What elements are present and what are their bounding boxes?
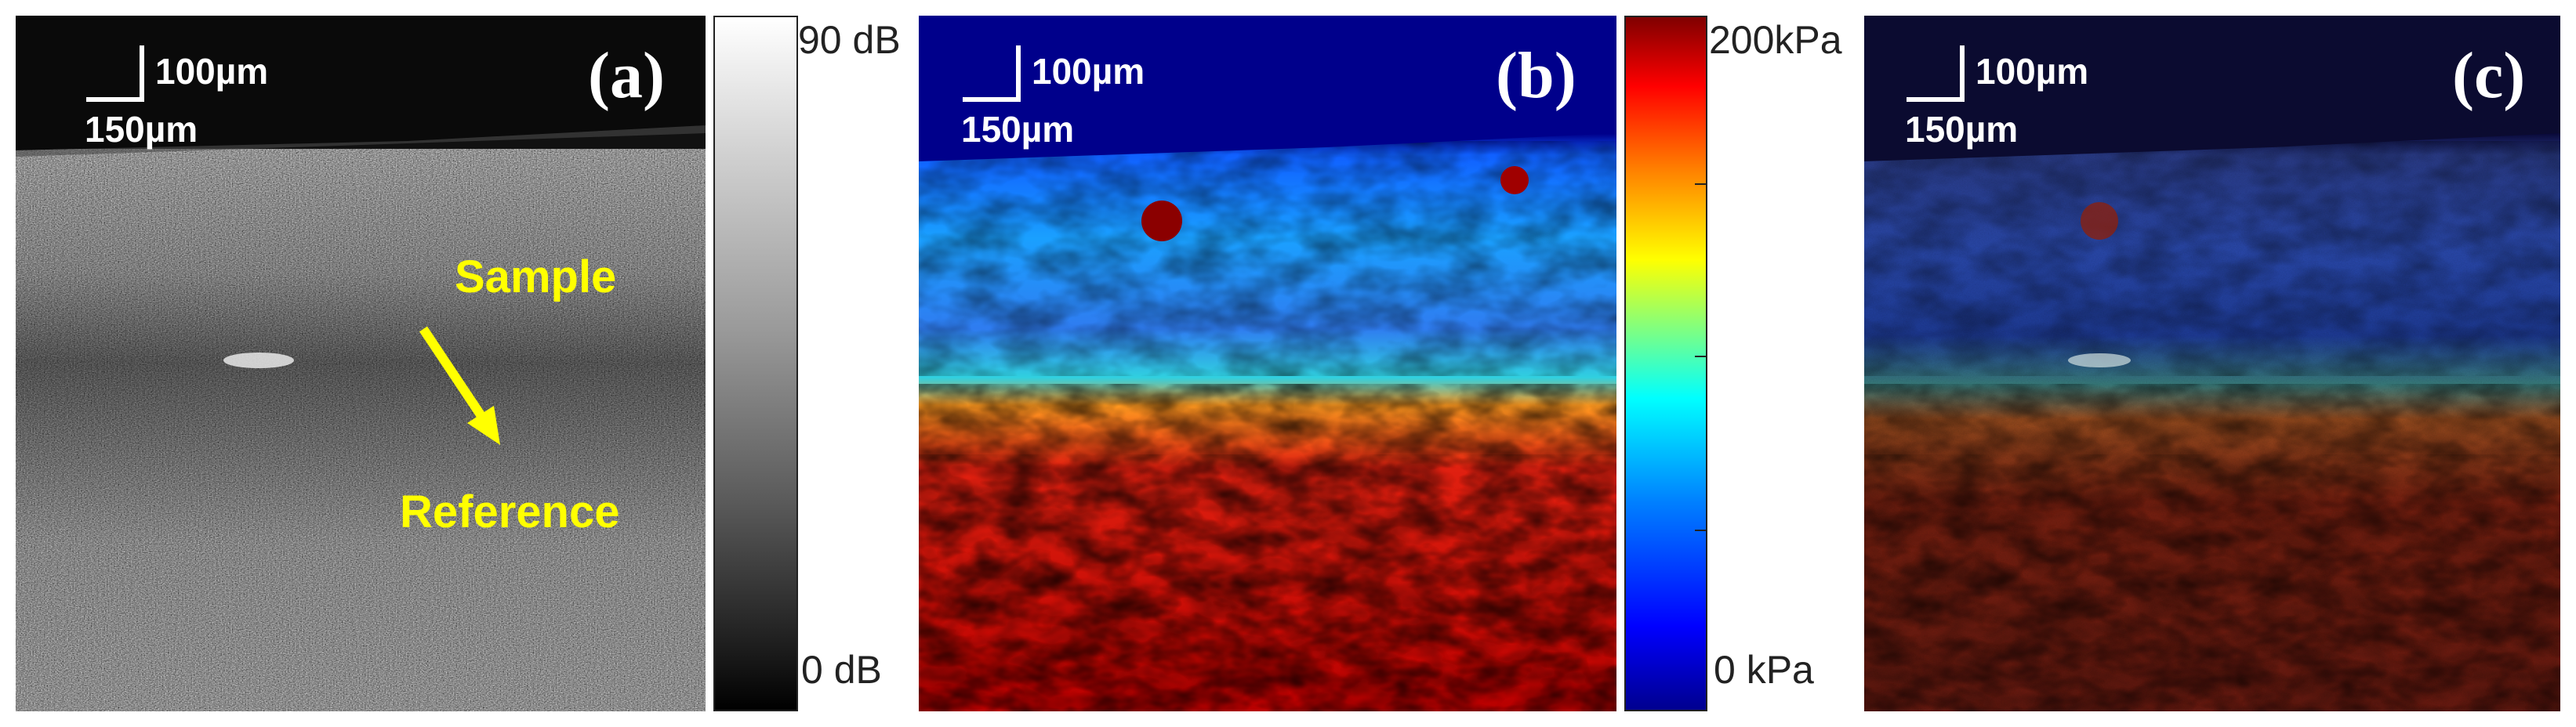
arrow-icon (419, 326, 500, 445)
jet-colorbar-tick (1695, 356, 1706, 357)
panel-b-elastogram: 100µm 150µm (b) (919, 16, 1616, 711)
scalebar-vertical-label: 100µm (155, 51, 269, 92)
scalebar-horizontal-label: 150µm (1905, 109, 2019, 150)
annotation-reference: Reference (400, 486, 620, 537)
jet-colorbar-tick (1695, 530, 1706, 531)
jet-colorbar (1624, 16, 1707, 711)
panel-label: (c) (2452, 39, 2526, 112)
grayscale-colorbar-min-label: 0 dB (801, 648, 882, 692)
grayscale-colorbar-max-label: 90 dB (798, 18, 901, 62)
grayscale-colorbar (713, 16, 798, 711)
panel-c-overlay-image: 100µm 150µm (c) (1864, 16, 2560, 711)
scalebar-vertical-line (1960, 45, 1965, 102)
annotation-sample: Sample (455, 251, 617, 302)
panel-c-overlay-render (1864, 16, 2560, 711)
scalebar-horizontal-line (1907, 97, 1965, 102)
jet-colorbar-tick (1695, 183, 1706, 185)
scalebar-vertical-line (1016, 45, 1021, 102)
panel-b-colormap-image (919, 16, 1616, 711)
scalebar-vertical-label: 100µm (1032, 51, 1145, 92)
panel-label: (b) (1496, 39, 1576, 112)
scalebar-vertical-line (140, 45, 144, 102)
panel-label: (a) (588, 39, 665, 112)
scalebar-horizontal-label: 150µm (85, 109, 198, 150)
scalebar-vertical-label: 100µm (1976, 51, 2089, 92)
jet-colorbar-max-label: 200kPa (1709, 18, 1842, 62)
scalebar-horizontal-line (963, 97, 1021, 102)
scalebar-horizontal-line (86, 97, 144, 102)
jet-colorbar-min-label: 0 kPa (1714, 648, 1814, 692)
panel-a-speckle-image (16, 16, 706, 711)
scalebar-horizontal-label: 150µm (961, 109, 1075, 150)
panel-a-oct-image: 100µm 150µm (a) Sample Reference (16, 16, 706, 711)
